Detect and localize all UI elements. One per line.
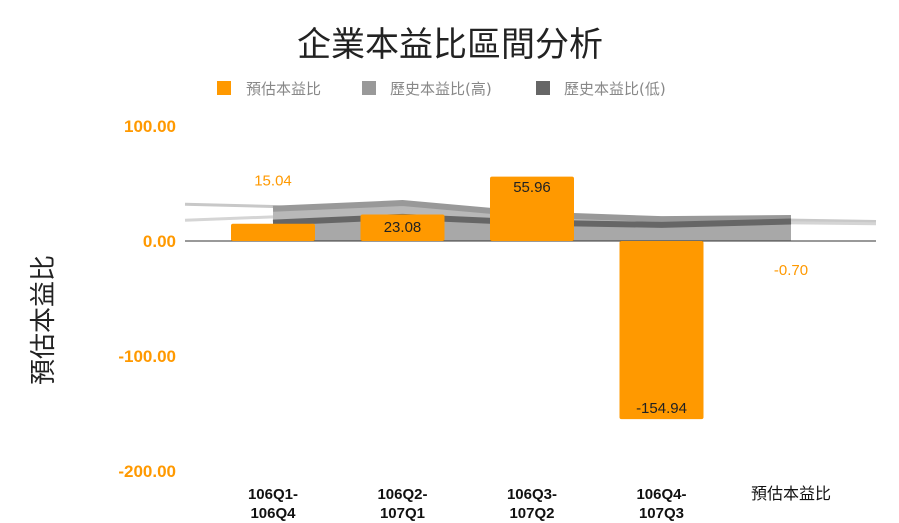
x-tick-label: 107Q3 bbox=[639, 505, 684, 522]
data-label: 15.04 bbox=[254, 173, 292, 190]
chart-title: 企業本益比區間分析 bbox=[297, 25, 603, 65]
legend-label-forecast: 預估本益比 bbox=[246, 80, 321, 98]
legend-swatch-high bbox=[362, 81, 376, 95]
y-axis-label: 預估本益比 bbox=[29, 255, 59, 385]
data-label: -0.70 bbox=[774, 262, 808, 279]
legend: 預估本益比 歷史本益比(高) 歷史本益比(低) bbox=[217, 80, 666, 98]
x-tick-label: 106Q4- bbox=[636, 486, 686, 503]
data-label: 23.08 bbox=[384, 219, 422, 236]
y-axis: 100.00 0.00 -100.00 -200.00 bbox=[118, 117, 176, 481]
forecast-bar bbox=[360, 214, 445, 241]
legend-label-high: 歷史本益比(高) bbox=[390, 80, 492, 98]
forecast-bars: 15.04 23.08 55.96 -154.94 -0.70 bbox=[231, 173, 808, 420]
x-tick-label: 107Q2 bbox=[509, 505, 554, 522]
x-tick-label: 107Q1 bbox=[380, 505, 425, 522]
x-tick-label: 106Q1- bbox=[248, 486, 298, 503]
y-tick-label: -100.00 bbox=[118, 347, 176, 366]
data-label: 55.96 bbox=[513, 179, 551, 196]
y-tick-label: -200.00 bbox=[118, 462, 176, 481]
x-axis: 106Q1- 106Q4 106Q2- 107Q1 106Q3- 107Q2 106Q4- 1… bbox=[248, 484, 831, 522]
y-tick-label: 100.00 bbox=[124, 117, 176, 136]
x-tick-label: 106Q4 bbox=[250, 505, 296, 522]
x-tick-label: 預估本益比 bbox=[751, 484, 831, 503]
forecast-bar bbox=[231, 223, 315, 241]
legend-label-low: 歷史本益比(低) bbox=[564, 80, 666, 98]
x-tick-label: 106Q2- bbox=[377, 486, 427, 503]
legend-swatch-forecast bbox=[217, 81, 231, 95]
forecast-bar bbox=[490, 176, 574, 241]
legend-swatch-low bbox=[536, 81, 550, 95]
x-tick-label: 106Q3- bbox=[507, 486, 557, 503]
y-tick-label: 0.00 bbox=[143, 232, 176, 251]
data-label: -154.94 bbox=[636, 400, 687, 417]
forecast-bar bbox=[619, 241, 704, 420]
